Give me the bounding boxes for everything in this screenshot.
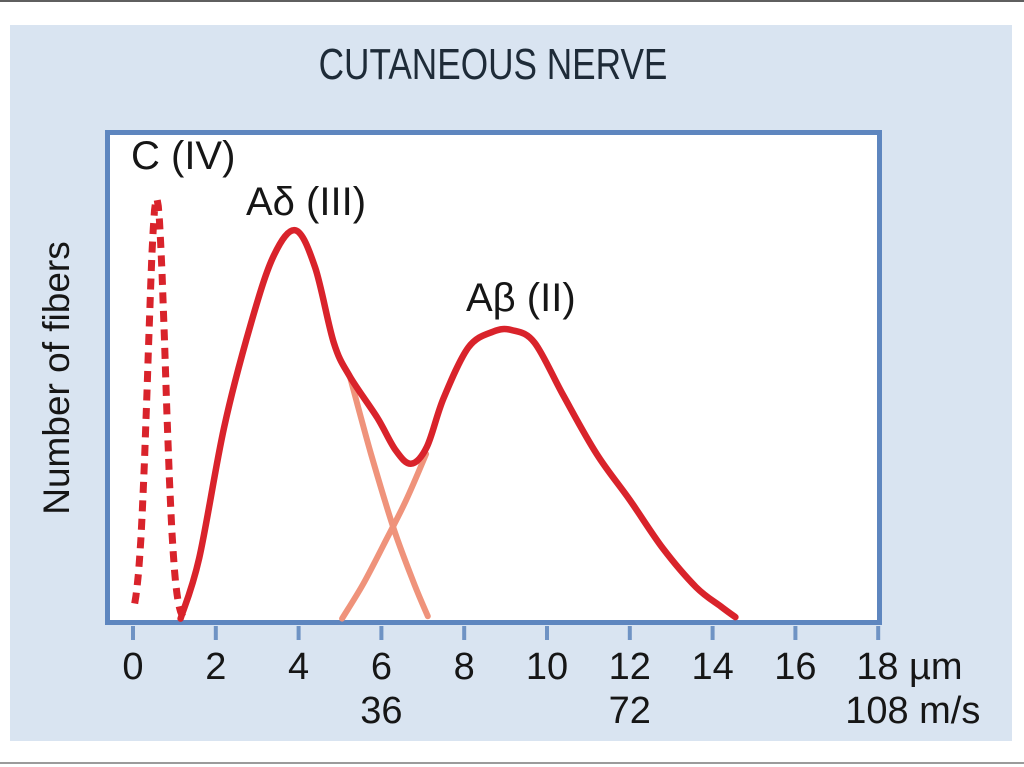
velocity-label: 72 — [608, 690, 651, 732]
a-fiber-envelope-a-iii-a-ii-curve — [177, 227, 739, 622]
x-tick-label: 12 — [608, 646, 651, 688]
label-adelta-fiber-peak: Aδ (III) — [246, 180, 367, 224]
a-ii-component-leading-edge-curve — [339, 451, 430, 622]
x-tick-label: 16 — [774, 646, 817, 688]
x-tick-label: 10 — [525, 646, 569, 688]
c-iv-fibers-curve — [131, 195, 190, 624]
bottom-border-line — [0, 762, 1024, 764]
a-iii-component-descending-tail-curve — [346, 373, 431, 620]
x-tick-label: 14 — [691, 646, 734, 688]
chart-title-text: CUTANEOUS NERVE — [319, 40, 668, 89]
y-axis-label: Number of fibers — [36, 241, 77, 515]
velocity-label: 36 — [360, 690, 403, 732]
x-tick-label: 0 — [122, 646, 144, 688]
x-tick-label: 6 — [370, 646, 392, 688]
x-tick-label: 18 µm — [856, 646, 963, 688]
velocity-label: 108 m/s — [845, 690, 981, 732]
top-border-line — [0, 0, 1024, 2]
x-tick-label: 2 — [205, 646, 227, 688]
x-tick-label: 4 — [288, 646, 310, 688]
chart-title: CUTANEOUS NERVE — [105, 40, 882, 90]
label-c-fiber-peak: C (IV) — [131, 134, 236, 178]
x-tick-label: 8 — [453, 646, 475, 688]
label-abeta-fiber-peak: Aβ (II) — [466, 276, 576, 320]
